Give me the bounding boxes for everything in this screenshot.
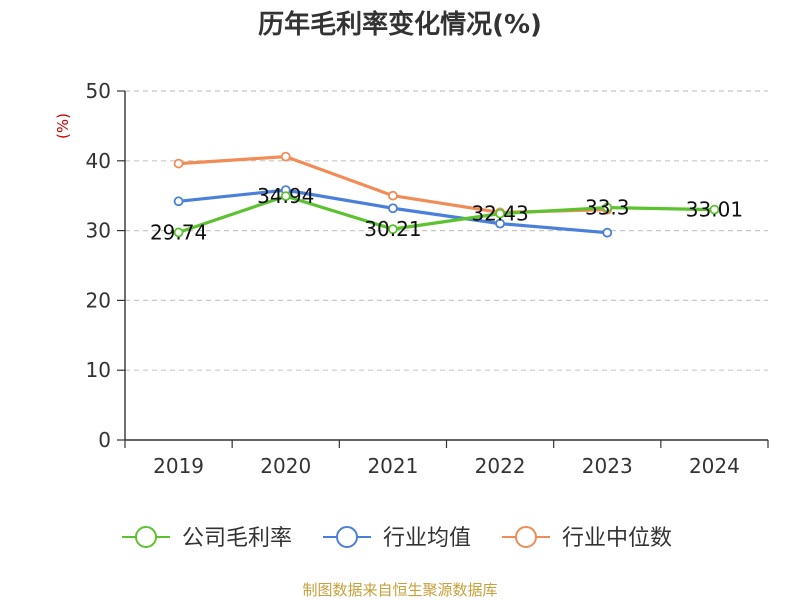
data-label: 33.01 [686,198,743,222]
data-point [388,203,398,214]
y-tick-label: 10 [86,358,111,382]
data-point [709,204,720,215]
y-tick-label: 0 [98,428,111,452]
y-tick-label: 50 [86,79,111,103]
y-tick-label: 40 [86,149,111,173]
legend-item-1: 行业均值 [323,526,471,551]
data-point [173,158,184,169]
series-lines [173,151,720,238]
data-point [388,224,398,235]
data-point [173,227,184,238]
data-label: 29.74 [150,220,207,244]
axes [124,91,768,441]
legend-label: 行业均值 [383,526,471,551]
x-axis-ticks: 2019 2020 2021 2022 2023 2024 [124,440,769,478]
x-tick-label: 2023 [582,454,633,478]
series-0 [173,191,720,238]
data-point [388,190,398,201]
y-tick-label: 20 [86,288,111,312]
legend-marker [336,526,358,548]
x-tick-label: 2020 [260,454,311,478]
data-point [173,196,184,207]
legend: 公司毛利率 行业均值 行业中位数 [122,526,672,551]
y-axis-unit-label: (%) [54,113,72,139]
data-labels: 29.74 34.94 30.21 32.43 33.3 33.01 [150,184,743,244]
legend-label: 公司毛利率 [182,526,292,551]
x-tick-label: 2019 [153,454,204,478]
source-note: 制图数据来自恒生聚源数据库 [302,581,497,599]
data-point [602,202,613,213]
data-label: 34.94 [257,184,314,208]
x-tick-label: 2022 [475,454,526,478]
legend-marker [515,526,537,548]
data-label: 33.3 [585,196,630,220]
data-point [280,191,291,202]
data-point [495,218,505,229]
legend-item-2: 行业中位数 [502,526,672,551]
gridlines [125,90,768,371]
data-label: 32.43 [471,202,528,226]
data-point [495,208,505,219]
data-label: 30.21 [364,217,421,241]
legend-label: 行业中位数 [562,526,672,551]
chart-title: 历年毛利率变化情况(%) [258,9,542,40]
legend-item-0: 公司毛利率 [122,526,292,551]
series-line [178,194,715,234]
x-tick-label: 2021 [367,454,418,478]
data-point [280,151,291,162]
y-tick-label: 30 [86,219,111,243]
data-point [602,227,613,238]
legend-marker [135,526,157,548]
y-axis-ticks: 0 10 20 30 40 50 [86,79,125,452]
x-tick-label: 2024 [689,454,740,478]
